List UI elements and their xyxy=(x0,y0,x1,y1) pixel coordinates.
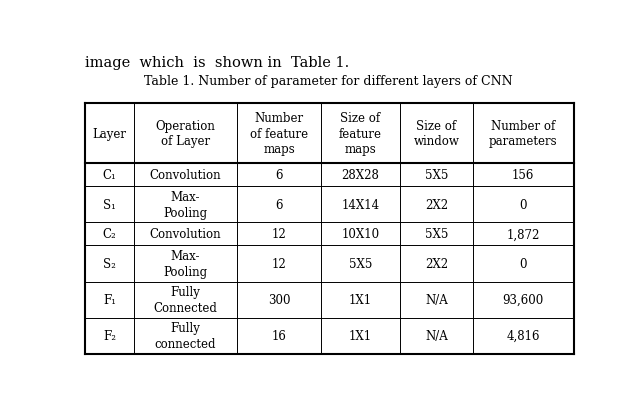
Text: 6: 6 xyxy=(275,198,283,211)
Text: C₁: C₁ xyxy=(102,169,116,182)
Text: C₂: C₂ xyxy=(102,228,116,241)
Text: Number
of feature
maps: Number of feature maps xyxy=(250,112,308,156)
Text: N/A: N/A xyxy=(425,329,448,342)
Text: 14X14: 14X14 xyxy=(341,198,380,211)
Text: 300: 300 xyxy=(268,294,291,306)
Text: 10X10: 10X10 xyxy=(341,228,380,241)
Text: 12: 12 xyxy=(271,257,287,270)
Text: 5X5: 5X5 xyxy=(425,169,448,182)
Text: 28X28: 28X28 xyxy=(342,169,380,182)
Text: Max-
Pooling: Max- Pooling xyxy=(163,250,207,278)
Text: Size of
window: Size of window xyxy=(413,119,460,148)
Text: Table 1. Number of parameter for different layers of CNN: Table 1. Number of parameter for differe… xyxy=(144,74,512,87)
Text: 0: 0 xyxy=(520,198,527,211)
Text: 156: 156 xyxy=(512,169,534,182)
Text: 16: 16 xyxy=(271,329,287,342)
Text: 5X5: 5X5 xyxy=(425,228,448,241)
Text: image  which  is  shown in  Table 1.: image which is shown in Table 1. xyxy=(85,56,349,70)
Text: 6: 6 xyxy=(275,169,283,182)
Text: Fully
Connected: Fully Connected xyxy=(154,286,218,314)
Text: Convolution: Convolution xyxy=(150,228,221,241)
Text: 5X5: 5X5 xyxy=(349,257,372,270)
Text: Number of
parameters: Number of parameters xyxy=(489,119,557,148)
Text: Max-
Pooling: Max- Pooling xyxy=(163,190,207,219)
Text: F₂: F₂ xyxy=(103,329,116,342)
Text: 0: 0 xyxy=(520,257,527,270)
Text: S₁: S₁ xyxy=(103,198,116,211)
Text: 1X1: 1X1 xyxy=(349,329,372,342)
Text: 12: 12 xyxy=(271,228,287,241)
Text: 4,816: 4,816 xyxy=(506,329,540,342)
Text: 1,872: 1,872 xyxy=(507,228,540,241)
Text: 2X2: 2X2 xyxy=(425,198,448,211)
Text: Layer: Layer xyxy=(92,127,126,140)
Text: Fully
connected: Fully connected xyxy=(155,322,216,350)
Text: Size of
feature
maps: Size of feature maps xyxy=(339,112,382,156)
Text: Operation
of Layer: Operation of Layer xyxy=(156,119,215,148)
Text: S₂: S₂ xyxy=(103,257,116,270)
Text: 1X1: 1X1 xyxy=(349,294,372,306)
Text: 2X2: 2X2 xyxy=(425,257,448,270)
Text: F₁: F₁ xyxy=(103,294,116,306)
Text: N/A: N/A xyxy=(425,294,448,306)
Text: Convolution: Convolution xyxy=(150,169,221,182)
Text: 93,600: 93,600 xyxy=(502,294,544,306)
